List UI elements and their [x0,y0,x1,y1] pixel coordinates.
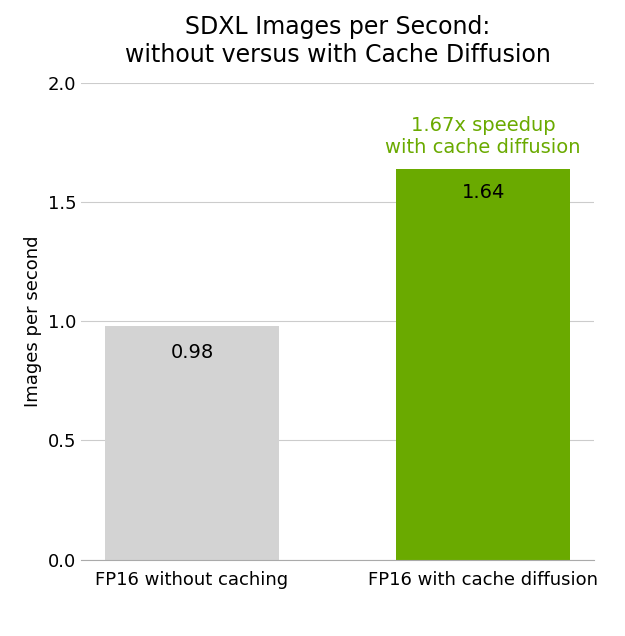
Text: 0.98: 0.98 [170,343,214,362]
Bar [104,326,279,560]
Y-axis label: Images per second: Images per second [24,235,42,407]
Text: 1.67x speedup
with cache diffusion: 1.67x speedup with cache diffusion [386,116,581,156]
Bar [396,169,571,560]
Text: 1.64: 1.64 [461,183,505,202]
Title: SDXL Images per Second:
without versus with Cache Diffusion: SDXL Images per Second: without versus w… [124,15,551,67]
